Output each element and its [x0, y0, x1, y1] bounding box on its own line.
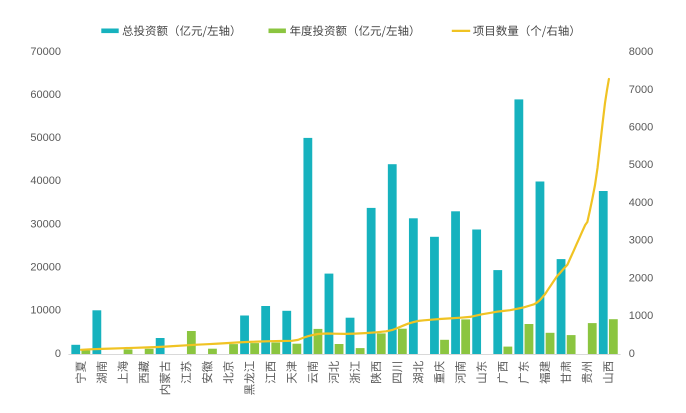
svg-text:7000: 7000: [629, 84, 653, 96]
svg-text:30000: 30000: [30, 218, 61, 230]
svg-text:3000: 3000: [629, 235, 653, 247]
svg-text:20000: 20000: [30, 262, 61, 274]
svg-text:70000: 70000: [30, 46, 61, 58]
svg-text:0: 0: [629, 348, 635, 360]
svg-text:2000: 2000: [629, 273, 653, 285]
svg-text:5000: 5000: [629, 159, 653, 171]
svg-text:6000: 6000: [629, 122, 653, 134]
svg-text:0: 0: [55, 348, 61, 360]
svg-text:50000: 50000: [30, 132, 61, 144]
svg-text:8000: 8000: [629, 46, 653, 58]
svg-text:1000: 1000: [629, 310, 653, 322]
svg-text:40000: 40000: [30, 175, 61, 187]
svg-text:60000: 60000: [30, 89, 61, 101]
svg-text:10000: 10000: [30, 305, 61, 317]
svg-text:4000: 4000: [629, 197, 653, 209]
